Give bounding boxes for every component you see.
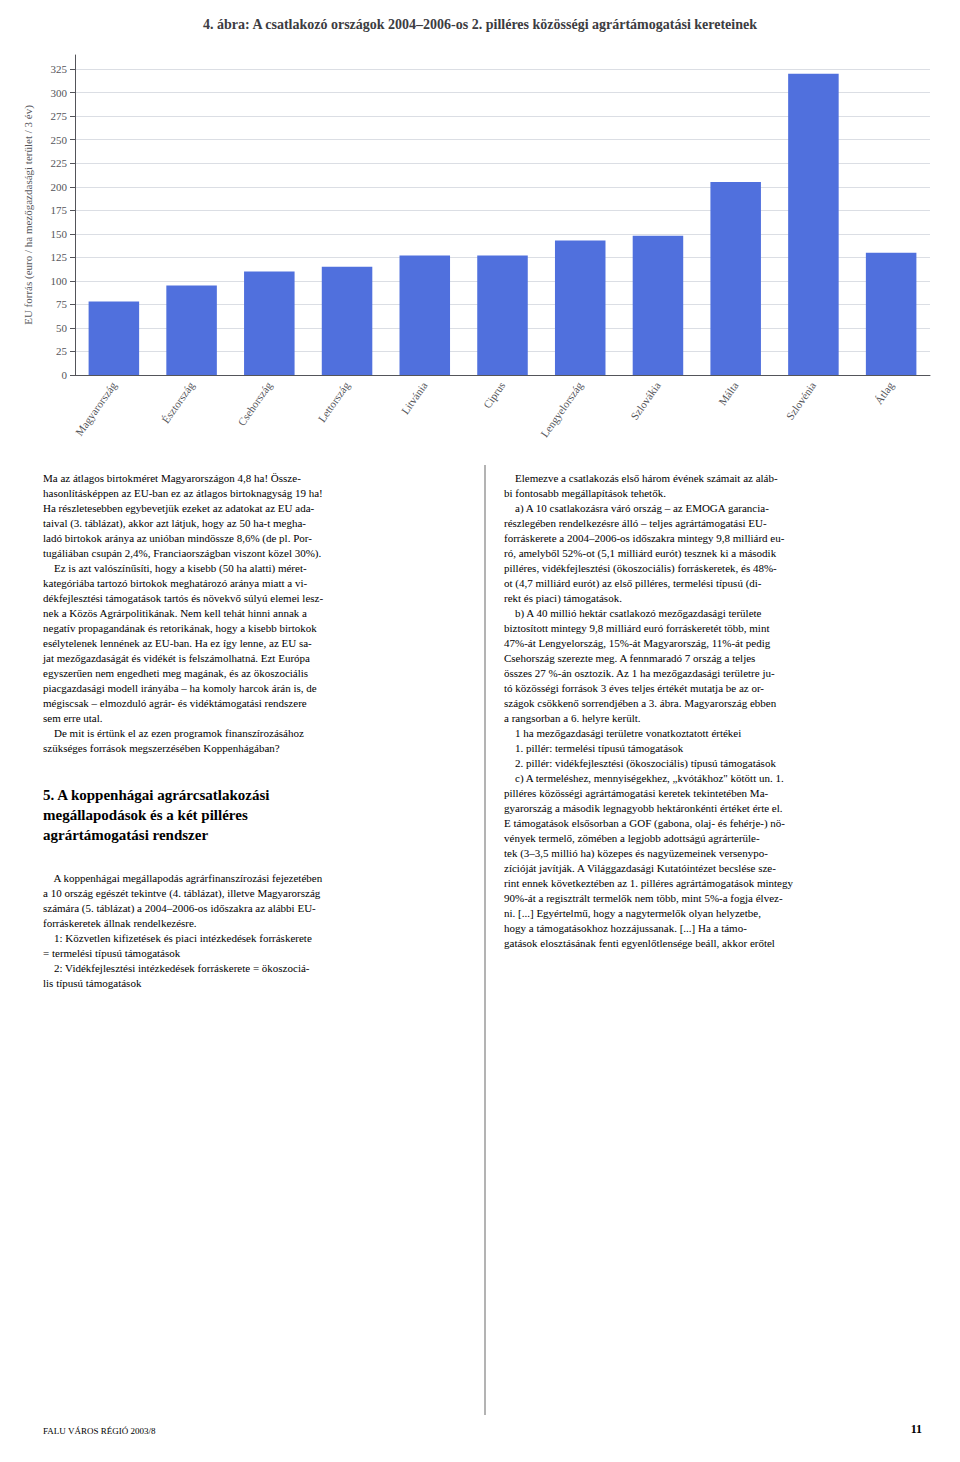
svg-text:nek a Közös Agrárpolitikának.: nek a Közös Agrárpolitikának. Nem kell t… <box>43 607 307 619</box>
svg-text:forráskeretek állnak rendelkez: forráskeretek állnak rendelkezésre. <box>43 917 197 929</box>
svg-text:számára (5. táblázat) a 2004–2: számára (5. táblázat) a 2004–2006-os idő… <box>43 902 316 915</box>
svg-text:ró, amelyből 52%-ot (5,1 milli: ró, amelyből 52%-ot (5,1 milliárd eurót)… <box>504 547 777 560</box>
svg-text:jat mezőgazdaságát és vidékét: jat mezőgazdaságát és vidékét is felszám… <box>42 652 310 664</box>
svg-text:Csehország: Csehország <box>235 379 274 428</box>
svg-text:Lettország: Lettország <box>315 379 352 424</box>
svg-text:pilléres közösségi agrártámoga: pilléres közösségi agrártámogatási keret… <box>504 787 769 799</box>
svg-text:Ez is azt valószínűsíti, hogy: Ez is azt valószínűsíti, hogy a kisebb (… <box>43 562 307 575</box>
svg-text:2: Vidékfejlesztési intézkedés: 2: Vidékfejlesztési intézkedések forrásk… <box>43 962 310 974</box>
svg-text:pilléres, vidékfejlesztési (ök: pilléres, vidékfejlesztési (ökoszociális… <box>504 562 777 575</box>
svg-text:300: 300 <box>51 87 68 99</box>
svg-text:Málta: Málta <box>716 379 741 407</box>
svg-text:150: 150 <box>51 228 68 240</box>
svg-text:részlegében rendelkezésre álló: részlegében rendelkezésre álló – teljes … <box>504 517 767 529</box>
svg-text:gatások elosztásának fenti egy: gatások elosztásának fenti egyenlőtlensé… <box>504 937 775 949</box>
svg-text:sem erre utal.: sem erre utal. <box>43 712 103 724</box>
svg-text:175: 175 <box>51 204 68 216</box>
svg-text:bi fontosabb megállapítások te: bi fontosabb megállapítások tehetők. <box>504 487 666 499</box>
svg-text:0: 0 <box>62 369 68 381</box>
svg-text:Litvánia: Litvánia <box>399 379 430 416</box>
svg-text:taival (3. táblázat), akkor az: taival (3. táblázat), akkor azt látjuk, … <box>43 517 306 530</box>
svg-text:egyszerűen nem engedheti meg m: egyszerűen nem engedheti meg magának, és… <box>43 667 308 679</box>
svg-text:2. pillér: vidékfejlesztési (ö: 2. pillér: vidékfejlesztési (ökoszociáli… <box>504 757 776 770</box>
svg-text:5. A koppenhágai agrárcsatlako: 5. A koppenhágai agrárcsatlakozási <box>43 787 269 803</box>
svg-text:90%-át a regisztrált termelők: 90%-át a regisztrált termelők nem több, … <box>504 892 783 904</box>
svg-text:forráskerete a 2004–2006-os id: forráskerete a 2004–2006-os időszakra mi… <box>504 532 785 544</box>
svg-text:szágok csökkenő sorrendjében a: szágok csökkenő sorrendjében a 3. ábra. … <box>504 697 777 709</box>
svg-text:rint ennek következtében az 1.: rint ennek következtében az 1. pilléres … <box>504 877 793 889</box>
svg-text:Magyarország: Magyarország <box>73 379 119 438</box>
svg-text:ladó birtokok aránya az unióba: ladó birtokok aránya az unióban mindössz… <box>43 532 312 545</box>
svg-text:47%-át Lengyelország, 15%-át M: 47%-át Lengyelország, 15%-át Magyarorszá… <box>504 637 771 649</box>
svg-text:125: 125 <box>51 251 68 263</box>
svg-text:szükséges források megszerzésé: szükséges források megszerzésében Koppen… <box>43 742 280 754</box>
svg-text:esélytelenek lennének az EU-ba: esélytelenek lennének az EU-ban. Ha ez í… <box>43 637 312 649</box>
svg-text:negatív propagandának és retor: negatív propagandának és retorikának, ho… <box>43 622 317 634</box>
svg-text:kategóriába tartozó birtokok m: kategóriába tartozó birtokok meghatározó… <box>43 577 308 589</box>
svg-text:Lengyelország: Lengyelország <box>538 379 585 439</box>
svg-text:A koppenhágai megállapodás agr: A koppenhágai megállapodás agrárfinanszí… <box>43 872 323 884</box>
svg-text:1. pillér: termelési típusú tá: 1. pillér: termelési típusú támogatások <box>504 742 684 754</box>
svg-text:összes 27 %-án osztozik. Az 1: összes 27 %-án osztozik. Az 1 ha mezőgaz… <box>504 667 775 679</box>
svg-text:50: 50 <box>56 322 68 334</box>
svg-text:Szlovénia: Szlovénia <box>784 379 819 422</box>
svg-text:Csehország szerezte meg. A fen: Csehország szerezte meg. A fennmaradó 7 … <box>504 652 755 664</box>
svg-text:1 ha mezőgazdasági területre v: 1 ha mezőgazdasági területre vonatkoztat… <box>504 727 741 739</box>
svg-text:1: Közvetlen kifizetések és pi: 1: Közvetlen kifizetések és piaci intézk… <box>43 932 312 944</box>
svg-text:EU forrás (euro / ha mezőgazda: EU forrás (euro / ha mezőgazdasági terül… <box>22 105 35 325</box>
svg-text:b) A 40 millió hektár csatlako: b) A 40 millió hektár csatlakozó mezőgaz… <box>504 607 762 620</box>
svg-text:Szlovákia: Szlovákia <box>628 379 663 422</box>
svg-text:11: 11 <box>911 1422 922 1436</box>
svg-text:megállapodások és a két pillér: megállapodások és a két pilléres <box>43 807 248 823</box>
svg-text:E támogatások elsősorban a GOF: E támogatások elsősorban a GOF (gabona, … <box>504 817 785 830</box>
svg-text:4. ábra: A csatlakozó országok: 4. ábra: A csatlakozó országok 2004–2006… <box>203 17 757 32</box>
svg-text:biztosított mintegy 9,8 milliá: biztosított mintegy 9,8 milliárd euró fo… <box>504 622 769 634</box>
svg-text:c) A termeléshez, mennyiségekh: c) A termeléshez, mennyiségekhez, „kvótá… <box>504 772 784 785</box>
svg-text:zícióját javítják. A Világgazd: zícióját javítják. A Világgazdasági Kuta… <box>504 862 776 874</box>
svg-text:100: 100 <box>51 275 68 287</box>
svg-text:325: 325 <box>51 63 68 75</box>
svg-text:= termelési típusú támogatások: = termelési típusú támogatások <box>43 947 181 959</box>
svg-text:agrártámogatási rendszer: agrártámogatási rendszer <box>43 827 208 843</box>
svg-text:Ma az átlagos birtokméret Magy: Ma az átlagos birtokméret Magyarországon… <box>43 472 301 484</box>
svg-text:ni. [...] Egyértelmű, hogy a n: ni. [...] Egyértelmű, hogy a nagytermelő… <box>504 907 761 919</box>
svg-text:Ciprus: Ciprus <box>481 380 508 411</box>
svg-text:Átlag: Átlag <box>872 379 896 406</box>
svg-text:Ha részletesebben egybevetjük: Ha részletesebben egybevetjük ezeket az … <box>43 502 315 514</box>
svg-text:tugáliában csupán 2,4%, Franci: tugáliában csupán 2,4%, Franciaországban… <box>43 547 322 560</box>
svg-text:hasonlításképpen az EU-ban ez: hasonlításképpen az EU-ban ez az átlagos… <box>43 487 323 499</box>
svg-text:Elemezve a csatlakozás első há: Elemezve a csatlakozás első három évének… <box>504 472 778 484</box>
svg-text:gyarország a második legnagyob: gyarország a második legnagyobb hektáron… <box>504 802 783 814</box>
svg-text:tek (3–3,5 millió ha) közepes: tek (3–3,5 millió ha) közepes és nagyüze… <box>504 847 768 860</box>
svg-text:FALU VÁROS RÉGIÓ 2003/8: FALU VÁROS RÉGIÓ 2003/8 <box>43 1426 156 1436</box>
svg-text:vények termelő, zömében a legj: vények termelő, zömében a legjobb adotts… <box>504 832 760 844</box>
svg-text:a rangsorban a 6. helyre kerül: a rangsorban a 6. helyre került. <box>504 712 641 724</box>
svg-text:75: 75 <box>56 298 68 310</box>
svg-text:25: 25 <box>56 345 68 357</box>
svg-text:250: 250 <box>51 134 68 146</box>
svg-text:ot (4,7 milliárd eurót) az els: ot (4,7 milliárd eurót) az első pilléres… <box>504 577 762 590</box>
svg-text:mégiscsak – elmozduló agrár- é: mégiscsak – elmozduló agrár- és vidéktám… <box>43 697 307 709</box>
svg-text:hogy a támogatásokhoz hozzájus: hogy a támogatásokhoz hozzájussanak. [..… <box>504 922 747 934</box>
svg-text:rekt és piaci) támogatások.: rekt és piaci) támogatások. <box>504 592 622 605</box>
svg-text:225: 225 <box>51 157 68 169</box>
svg-text:a 10 ország egészét tekintve (: a 10 ország egészét tekintve (4. tábláza… <box>43 887 321 900</box>
svg-text:a) A 10 csatlakozásra váró ors: a) A 10 csatlakozásra váró ország – az E… <box>504 502 769 515</box>
svg-text:200: 200 <box>51 181 68 193</box>
svg-text:dékfejlesztési támogatások tar: dékfejlesztési támogatások tartós és növ… <box>43 592 323 604</box>
svg-text:Észtország: Észtország <box>159 379 196 425</box>
svg-text:De mit is értünk el az ezen pr: De mit is értünk el az ezen programok fi… <box>43 727 304 739</box>
svg-text:lis típusú támogatások: lis típusú támogatások <box>43 977 142 989</box>
svg-text:275: 275 <box>51 110 68 122</box>
svg-text:tó közösségi források 3 éves t: tó közösségi források 3 éves teljes érté… <box>504 682 764 694</box>
svg-text:piacgazdasági modell irányába: piacgazdasági modell irányába – ha komol… <box>43 682 317 694</box>
